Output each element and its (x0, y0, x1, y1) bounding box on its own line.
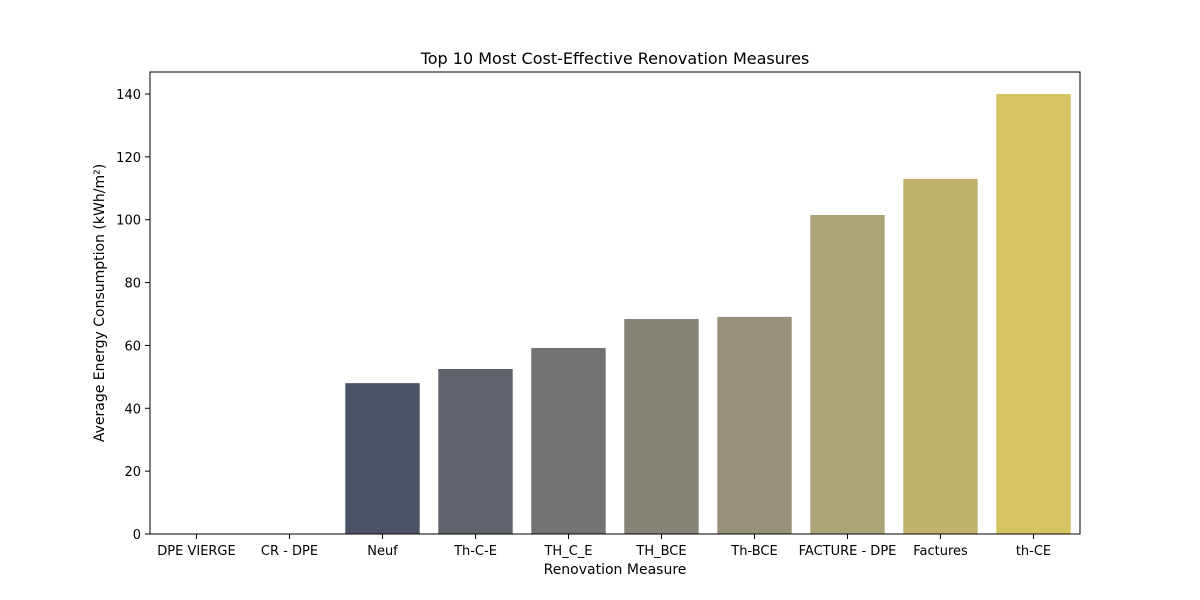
chart-title: Top 10 Most Cost-Effective Renovation Me… (420, 49, 810, 68)
x-tick-label: Factures (913, 544, 968, 559)
bars (345, 94, 1071, 534)
x-tick-label: Th-C-E (453, 544, 497, 559)
bar-th-c-e (531, 347, 606, 534)
bar-th-bce (624, 319, 699, 534)
x-tick-label: TH_BCE (635, 544, 686, 559)
y-tick-label: 80 (124, 277, 141, 292)
bar-neuf (345, 383, 420, 534)
bar-th-c-e (438, 369, 513, 534)
y-axis-label: Average Energy Consumption (kWh/m²) (92, 164, 108, 442)
x-tick-label: th-CE (1016, 544, 1051, 559)
y-axis-ticks: 0 20 40 60 80 100 120 140 (116, 88, 150, 543)
x-tick-label: Th-BCE (730, 544, 777, 559)
bar-factures (903, 178, 978, 534)
y-tick-label: 60 (124, 339, 141, 354)
plot-frame (149, 71, 1081, 535)
y-tick-label: 140 (116, 88, 141, 103)
x-tick-label: Neuf (367, 544, 398, 559)
y-tick-label: 100 (116, 214, 141, 229)
x-tick-label: CR - DPE (261, 544, 318, 559)
bar-facture-dpe (810, 215, 885, 534)
x-tick-label: TH_C_E (543, 544, 592, 559)
bar-th-bce (717, 316, 792, 534)
x-tick-label: DPE VIERGE (157, 544, 235, 559)
y-tick-label: 0 (133, 528, 141, 543)
bar-th-ce (996, 94, 1071, 534)
x-axis-label: Renovation Measure (544, 562, 687, 578)
x-tick-label: FACTURE - DPE (799, 544, 897, 559)
x-axis-ticks: DPE VIERGE CR - DPE Neuf Th-C-E TH_C_E TH_BCE… (157, 534, 1051, 559)
y-tick-label: 120 (116, 151, 141, 166)
y-tick-label: 20 (124, 465, 141, 480)
y-tick-label: 40 (124, 402, 141, 417)
